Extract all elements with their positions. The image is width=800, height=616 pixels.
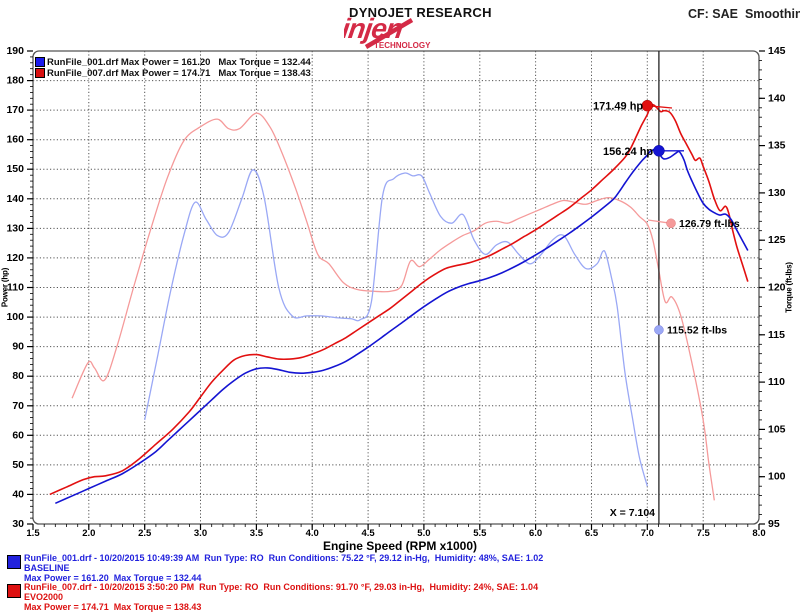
svg-text:120: 120 xyxy=(6,252,24,264)
svg-text:145: 145 xyxy=(768,45,786,57)
svg-text:7.5: 7.5 xyxy=(697,528,711,539)
svg-text:130: 130 xyxy=(6,222,24,234)
svg-text:8.0: 8.0 xyxy=(752,528,765,539)
svg-text:4.0: 4.0 xyxy=(306,528,319,539)
svg-text:135: 135 xyxy=(768,140,786,152)
svg-text:125: 125 xyxy=(768,234,786,246)
svg-text:70: 70 xyxy=(12,400,24,412)
svg-text:3.5: 3.5 xyxy=(250,528,264,539)
svg-text:100: 100 xyxy=(6,311,24,323)
svg-text:140: 140 xyxy=(768,92,786,104)
svg-text:6.0: 6.0 xyxy=(529,528,542,539)
svg-text:6.5: 6.5 xyxy=(585,528,599,539)
svg-text:1.5: 1.5 xyxy=(26,528,40,539)
svg-text:105: 105 xyxy=(768,423,786,435)
svg-text:7.0: 7.0 xyxy=(641,528,654,539)
svg-text:50: 50 xyxy=(12,459,24,471)
svg-text:2.5: 2.5 xyxy=(138,528,152,539)
svg-text:3.0: 3.0 xyxy=(194,528,207,539)
svg-text:100: 100 xyxy=(768,471,786,483)
svg-text:5.0: 5.0 xyxy=(417,528,430,539)
svg-text:170: 170 xyxy=(6,104,24,116)
svg-text:95: 95 xyxy=(768,518,780,530)
svg-text:110: 110 xyxy=(768,376,785,388)
svg-text:160: 160 xyxy=(6,134,24,146)
svg-text:40: 40 xyxy=(12,488,24,500)
svg-text:115: 115 xyxy=(768,329,785,341)
svg-text:5.5: 5.5 xyxy=(473,528,487,539)
svg-text:140: 140 xyxy=(6,193,24,205)
svg-text:90: 90 xyxy=(12,341,24,353)
svg-text:110: 110 xyxy=(7,282,24,294)
svg-text:30: 30 xyxy=(12,518,24,530)
svg-text:126.79 ft-lbs: 126.79 ft-lbs xyxy=(679,218,740,230)
svg-text:190: 190 xyxy=(6,45,24,57)
svg-text:130: 130 xyxy=(768,187,786,199)
svg-text:171.49 hp: 171.49 hp xyxy=(593,101,643,113)
svg-text:X = 7.104: X = 7.104 xyxy=(610,507,655,519)
svg-text:115.52 ft-lbs: 115.52 ft-lbs xyxy=(667,325,727,337)
svg-text:156.24 hp: 156.24 hp xyxy=(603,146,653,158)
svg-text:80: 80 xyxy=(12,370,24,382)
svg-text:2.0: 2.0 xyxy=(82,528,95,539)
svg-text:180: 180 xyxy=(6,75,24,87)
svg-text:4.5: 4.5 xyxy=(361,528,375,539)
svg-text:60: 60 xyxy=(12,429,24,441)
svg-text:120: 120 xyxy=(768,282,786,294)
svg-text:150: 150 xyxy=(6,163,24,175)
